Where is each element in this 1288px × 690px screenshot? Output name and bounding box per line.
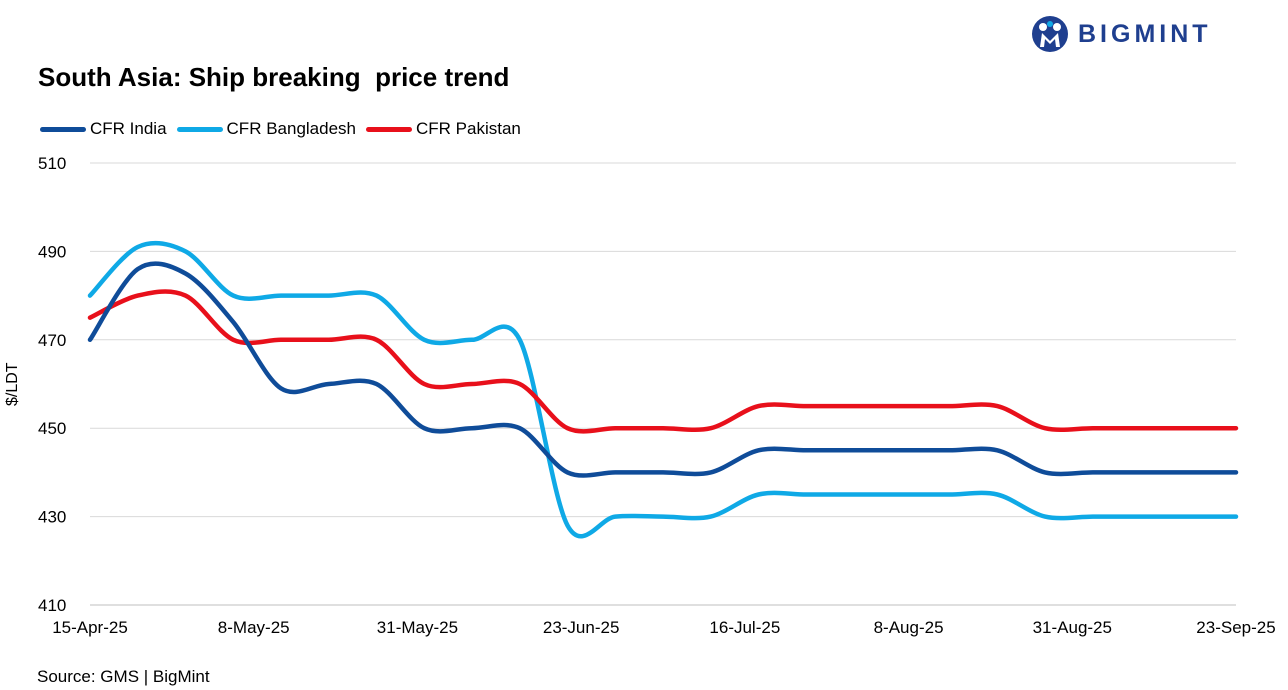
bigmint-logo: BIGMINT [1030,14,1212,54]
x-tick-label: 23-Sep-25 [1196,618,1275,637]
y-tick-label: 410 [38,596,66,615]
legend-label-bangladesh: CFR Bangladesh [226,119,356,138]
series-line-cfr-india [87,261,1239,478]
y-tick-label: 430 [38,508,66,527]
x-tick-label: 15-Apr-25 [52,618,128,637]
x-tick-label: 8-Aug-25 [874,618,944,637]
y-tick-label: 510 [38,154,66,173]
legend-swatch-pakistan [366,126,412,132]
y-tick-label: 470 [38,331,66,350]
legend-label-pakistan: CFR Pakistan [416,119,521,138]
legend-item-bangladesh: CFR Bangladesh [176,119,356,139]
legend-item-pakistan: CFR Pakistan [366,119,521,139]
x-tick-label: 23-Jun-25 [543,618,620,637]
brand-name: BIGMINT [1078,19,1212,48]
chart-legend: CFR India CFR Bangladesh CFR Pakistan [40,119,531,139]
source-note: Source: GMS | BigMint [37,667,210,686]
legend-swatch-india [40,126,86,132]
legend-swatch-bangladesh [176,126,223,132]
series-line-cfr-bangladesh [87,240,1239,539]
y-tick-label: 490 [38,242,66,261]
x-tick-label: 16-Jul-25 [709,618,780,637]
legend-label-india: CFR India [90,119,167,138]
y-tick-label: 450 [38,419,66,438]
series-line-cfr-pakistan [87,289,1239,434]
chart-title: South Asia: Ship breaking price trend [38,62,510,92]
legend-item-india: CFR India [40,119,167,139]
x-tick-label: 31-Aug-25 [1033,618,1112,637]
bigmint-logo-icon [1032,16,1068,52]
x-tick-label: 8-May-25 [218,618,290,637]
x-tick-label: 31-May-25 [377,618,458,637]
